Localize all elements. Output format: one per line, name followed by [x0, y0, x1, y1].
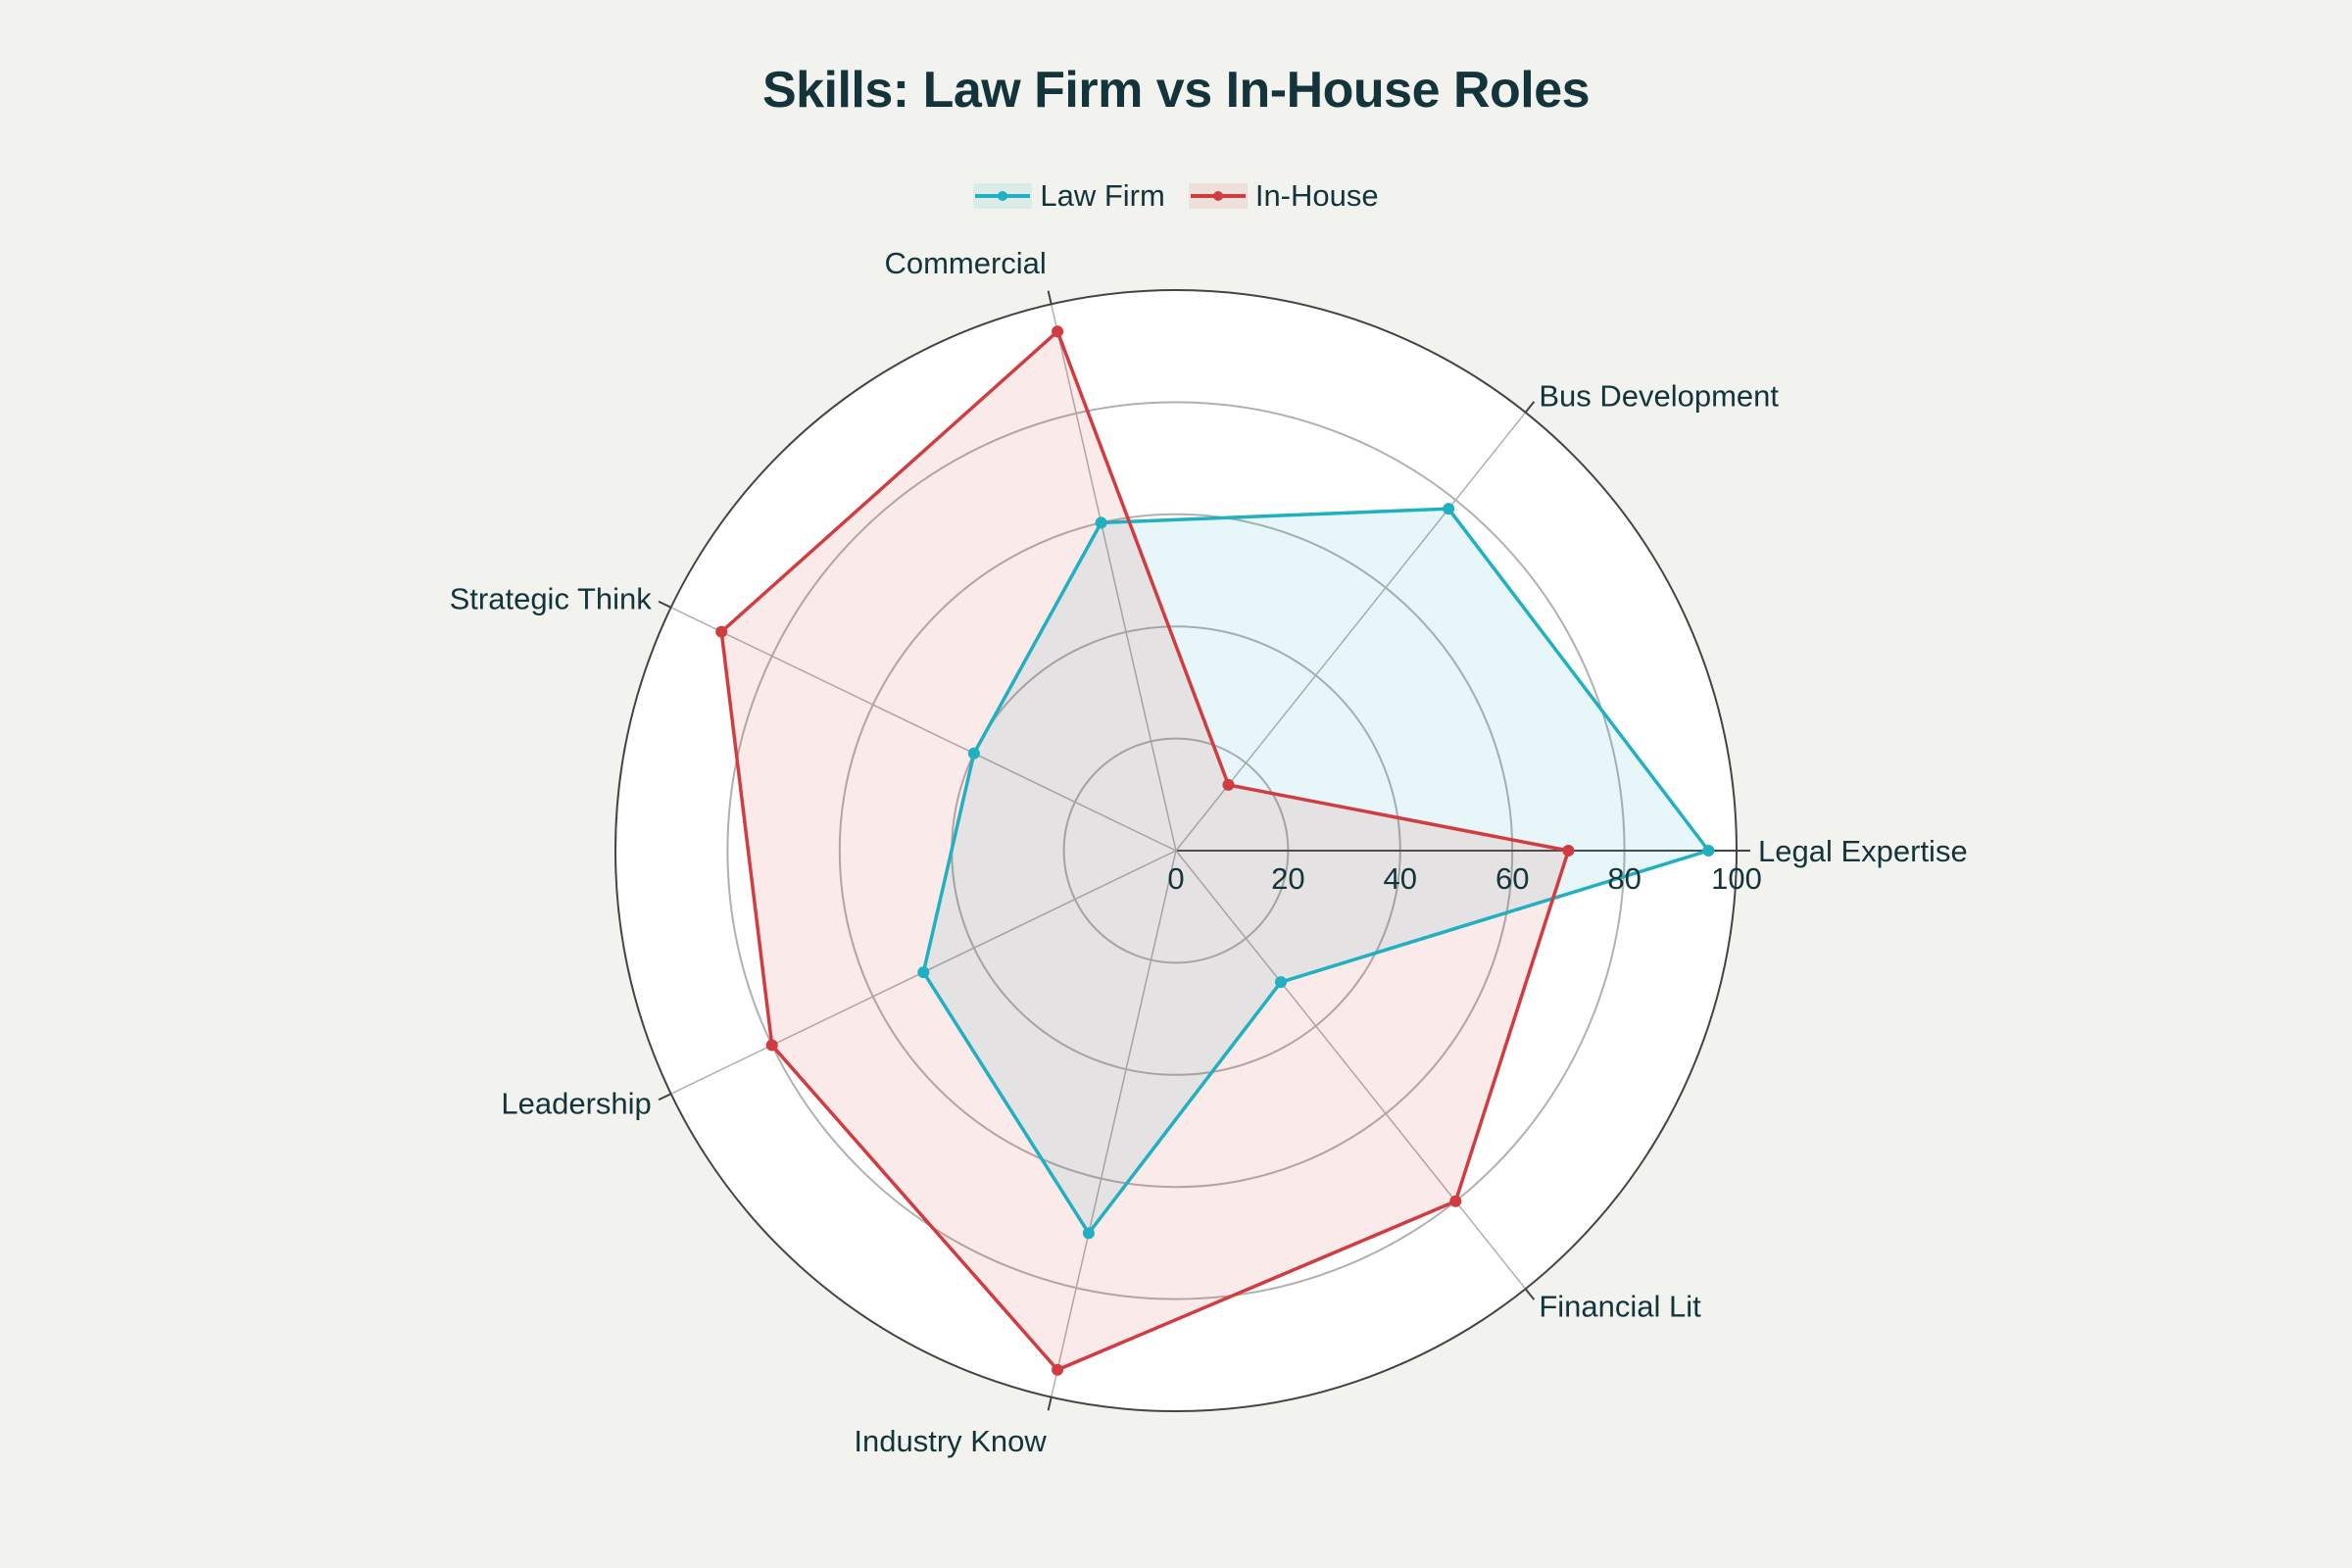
spoke-commercial — [1050, 304, 1177, 852]
radial-tick-label-40: 40 — [1384, 861, 1417, 896]
point-law-firm-legal-expertise — [1702, 845, 1715, 857]
axis-label-industry-know: Industry Know — [854, 1424, 1047, 1458]
series-layer — [715, 325, 1715, 1376]
legend-item-in-house[interactable]: In-House — [1188, 178, 1379, 214]
point-law-firm-industry-know — [1082, 1227, 1095, 1240]
series-line-in-house — [719, 329, 1571, 1372]
radial-tick-label-0: 0 — [1167, 861, 1184, 896]
spoke-financial-lit — [1175, 850, 1527, 1290]
spoke-strategic-think — [670, 607, 1177, 852]
axis-label-legal-expertise: Legal Expertise — [1758, 834, 1968, 868]
legend-swatch-in-house — [1188, 183, 1248, 209]
spoke-tick-financial-lit — [1524, 1288, 1536, 1300]
point-in-house-leadership — [765, 1039, 778, 1052]
point-in-house-industry-know — [1052, 1363, 1064, 1376]
spoke-tick-strategic-think — [658, 600, 672, 609]
legend-swatch-law-firm — [973, 183, 1033, 209]
radial-tick-label-20: 20 — [1271, 861, 1304, 896]
spoke-tick-bus-development — [1524, 401, 1536, 414]
spoke-tick-industry-know — [1047, 1396, 1053, 1411]
point-law-firm-strategic-think — [967, 747, 980, 760]
legend-item-law-firm[interactable]: Law Firm — [973, 178, 1165, 214]
point-law-firm-financial-lit — [1274, 976, 1287, 989]
axis-label-leadership: Leadership — [501, 1087, 651, 1121]
spoke-bus-development — [1175, 412, 1527, 852]
axis-label-bus-development: Bus Development — [1539, 379, 1779, 414]
series-line-law-firm — [921, 507, 1711, 1236]
spoke-tick-leadership — [658, 1093, 672, 1102]
point-law-firm-bus-development — [1443, 503, 1455, 515]
point-in-house-commercial — [1052, 325, 1064, 338]
axis-label-financial-lit: Financial Lit — [1539, 1289, 1701, 1323]
point-law-firm-leadership — [917, 966, 930, 979]
axis-label-commercial: Commercial — [884, 246, 1046, 280]
radial-tick-label-80: 80 — [1607, 861, 1641, 896]
spoke-industry-know — [1050, 850, 1177, 1397]
axis-label-strategic-think: Strategic Think — [450, 581, 653, 615]
point-in-house-legal-expertise — [1562, 845, 1575, 857]
outer-ring — [614, 289, 1738, 1412]
spoke-tick-commercial — [1047, 290, 1053, 305]
radial-tick-label-100: 100 — [1711, 861, 1762, 896]
chart-title: Skills: Law Firm vs In-House Roles — [761, 62, 1591, 119]
legend-label-law-firm: Law Firm — [1040, 178, 1165, 213]
point-in-house-strategic-think — [715, 625, 728, 638]
radial-tick-label-60: 60 — [1495, 861, 1529, 896]
radial-grid — [614, 289, 1750, 1412]
legend: Law Firm In-House — [0, 178, 2352, 214]
series-area-in-house — [721, 331, 1569, 1370]
point-law-firm-commercial — [1095, 516, 1107, 529]
point-in-house-financial-lit — [1449, 1195, 1462, 1207]
legend-label-in-house: In-House — [1254, 178, 1379, 213]
series-area-law-firm — [923, 509, 1709, 1234]
point-in-house-bus-development — [1222, 778, 1235, 791]
